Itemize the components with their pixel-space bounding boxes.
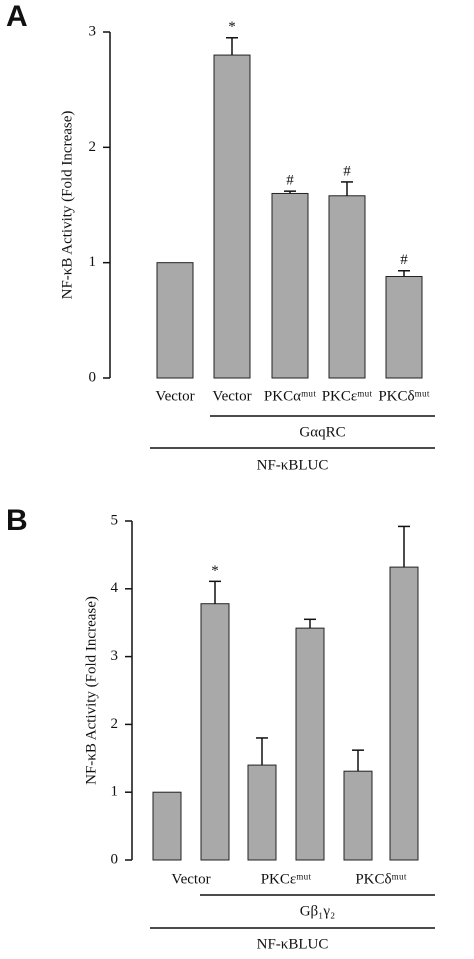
bar bbox=[247, 764, 277, 861]
error-bar bbox=[304, 618, 316, 629]
y-axis-label: NF-κB Activity (Fold Increase) bbox=[83, 596, 99, 785]
y-tick-label: 3 bbox=[111, 648, 119, 664]
group-label: NF-κBLUC bbox=[257, 457, 329, 473]
y-tick-label: 1 bbox=[111, 784, 119, 800]
y-tick-label: 0 bbox=[111, 851, 119, 867]
y-tick-label: 1 bbox=[89, 254, 97, 270]
y-tick-label: 0 bbox=[89, 369, 97, 385]
group-label: NF-κBLUC bbox=[257, 936, 329, 952]
bar bbox=[389, 566, 419, 861]
bar bbox=[152, 791, 182, 861]
significance-marker: # bbox=[343, 163, 351, 179]
significance-marker: * bbox=[228, 19, 236, 35]
y-tick-label: 5 bbox=[111, 512, 119, 528]
bar bbox=[328, 195, 366, 379]
error-bar bbox=[256, 737, 268, 766]
group-label: Gβ₁γ₂ bbox=[300, 903, 336, 919]
panel-label: A bbox=[6, 0, 28, 33]
significance-marker: # bbox=[286, 173, 294, 189]
bar bbox=[343, 770, 373, 861]
significance-marker: * bbox=[211, 563, 219, 579]
y-tick-label: 2 bbox=[89, 139, 97, 155]
x-tick-label: Vector bbox=[155, 388, 194, 404]
error-bar bbox=[398, 525, 410, 568]
panel-label: B bbox=[6, 504, 28, 537]
bar bbox=[200, 603, 230, 861]
group-label: GαqRC bbox=[299, 424, 345, 440]
x-tick-label: PKCεᵐᵘᵗ bbox=[322, 388, 373, 404]
bar bbox=[213, 54, 251, 379]
error-bar bbox=[284, 190, 296, 194]
x-tick-label: PKCδᵐᵘᵗ bbox=[355, 871, 406, 887]
y-tick-label: 3 bbox=[89, 23, 97, 39]
y-axis-label: NF-κB Activity (Fold Increase) bbox=[59, 111, 75, 300]
error-bar bbox=[226, 37, 238, 56]
significance-marker: # bbox=[400, 252, 408, 268]
bar bbox=[295, 627, 325, 861]
error-bar bbox=[352, 749, 364, 772]
bar bbox=[385, 276, 423, 379]
error-bar bbox=[209, 580, 221, 604]
y-tick-label: 2 bbox=[111, 716, 119, 732]
bar bbox=[156, 262, 194, 379]
bar bbox=[271, 192, 309, 379]
error-bar bbox=[341, 181, 353, 196]
x-tick-label: Vector bbox=[171, 871, 210, 887]
x-tick-label: PKCαᵐᵘᵗ bbox=[264, 388, 316, 404]
x-tick-label: PKCεᵐᵘᵗ bbox=[261, 871, 312, 887]
x-tick-label: PKCδᵐᵘᵗ bbox=[378, 388, 429, 404]
y-tick-label: 4 bbox=[111, 580, 119, 596]
x-tick-label: Vector bbox=[212, 388, 251, 404]
error-bar bbox=[398, 269, 410, 277]
